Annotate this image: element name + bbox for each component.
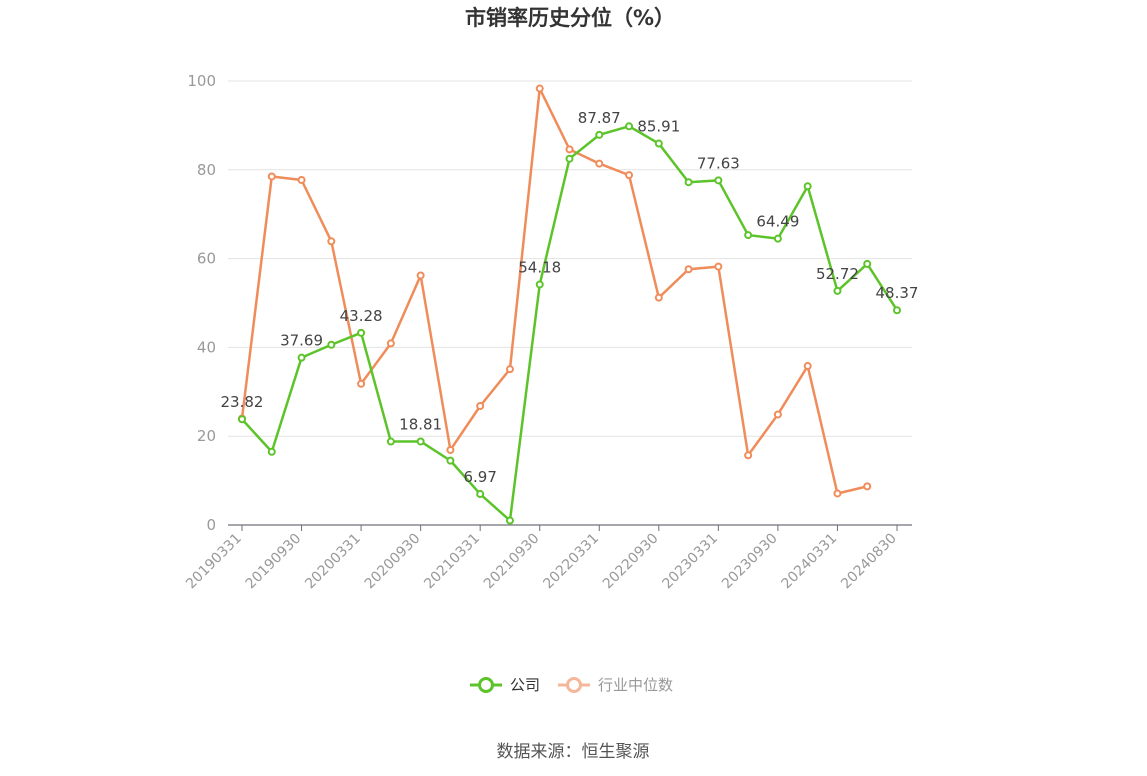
data-point-industry-median[interactable]: [476, 402, 485, 411]
data-point-company[interactable]: [267, 447, 276, 456]
data-point-industry-median[interactable]: [654, 293, 663, 302]
data-label: 23.82: [221, 393, 264, 411]
x-tick-label: 20240830: [838, 531, 900, 593]
x-tick-label: 20220930: [600, 531, 662, 593]
data-point-company[interactable]: [416, 437, 425, 446]
y-tick-label: 0: [206, 516, 216, 534]
data-point-company[interactable]: [357, 328, 366, 337]
data-point-company[interactable]: [565, 154, 574, 163]
data-point-industry-median[interactable]: [565, 145, 574, 154]
data-label: 18.81: [399, 415, 442, 433]
x-axis: 2019033120190930202003312020093020210331…: [183, 524, 912, 593]
data-point-industry-median[interactable]: [803, 362, 812, 371]
y-tick-label: 80: [197, 161, 216, 179]
x-tick-label: 20200331: [302, 531, 364, 593]
x-tick-label: 20190331: [183, 531, 245, 593]
data-point-company[interactable]: [238, 415, 246, 424]
source-text: 数据来源：恒生聚源: [497, 742, 650, 762]
legend-item-company[interactable]: 公司: [470, 676, 540, 694]
data-label: 85.91: [637, 118, 680, 136]
x-tick-label: 20210331: [421, 531, 483, 593]
x-tick-label: 20200930: [362, 531, 424, 593]
data-point-company[interactable]: [446, 456, 455, 465]
data-labels: 23.82 37.69 43.28 18.81 6.97 54.18 87.87 85.91 7…: [221, 109, 919, 486]
chart-title: 市销率历史分位（%）: [465, 6, 675, 30]
data-point-industry-median[interactable]: [386, 339, 395, 348]
legend-marker-company: [478, 677, 494, 693]
x-tick-label: 20210930: [481, 531, 543, 593]
data-label: 43.28: [340, 307, 383, 325]
data-point-industry-median[interactable]: [297, 176, 306, 185]
data-label: 54.18: [518, 258, 561, 276]
data-point-company[interactable]: [744, 231, 753, 240]
data-point-industry-median[interactable]: [505, 365, 514, 374]
data-point-industry-median[interactable]: [416, 271, 425, 280]
data-point-industry-median[interactable]: [863, 482, 872, 491]
data-label: 48.37: [876, 284, 919, 302]
legend[interactable]: 公司 行业中位数: [470, 676, 673, 694]
data-point-company[interactable]: [714, 176, 723, 185]
x-tick-label: 20190930: [243, 531, 305, 593]
y-tick-label: 40: [197, 338, 216, 356]
y-tick-label: 100: [187, 72, 216, 90]
x-tick-label: 20240331: [779, 531, 841, 593]
data-point-company[interactable]: [386, 437, 395, 446]
data-point-industry-median[interactable]: [267, 172, 276, 181]
data-point-company[interactable]: [803, 182, 812, 191]
data-point-industry-median[interactable]: [327, 237, 336, 246]
data-point-company[interactable]: [327, 340, 336, 349]
y-tick-label: 60: [197, 250, 216, 268]
data-point-industry-median[interactable]: [625, 171, 634, 180]
x-tick-label: 20220331: [540, 531, 602, 593]
data-point-company[interactable]: [773, 234, 782, 243]
data-point-industry-median[interactable]: [357, 379, 366, 388]
data-label: 64.49: [756, 213, 799, 231]
data-point-company[interactable]: [833, 286, 842, 295]
data-label: 6.97: [463, 468, 496, 486]
data-point-company[interactable]: [595, 130, 604, 139]
data-point-industry-median[interactable]: [535, 84, 544, 93]
data-label: 52.72: [816, 265, 859, 283]
data-label: 37.69: [280, 332, 323, 350]
series-points: [238, 84, 901, 525]
data-point-industry-median[interactable]: [684, 265, 693, 274]
legend-label-company: 公司: [510, 676, 540, 694]
data-point-company[interactable]: [625, 122, 634, 131]
data-point-company[interactable]: [505, 516, 514, 525]
data-point-industry-median[interactable]: [595, 159, 604, 168]
data-point-company[interactable]: [297, 353, 306, 362]
data-point-company[interactable]: [893, 306, 901, 315]
data-point-company[interactable]: [684, 178, 693, 187]
legend-label-industry-median: 行业中位数: [598, 676, 673, 694]
grid: [228, 80, 912, 437]
data-point-industry-median[interactable]: [833, 489, 842, 498]
data-point-industry-median[interactable]: [446, 445, 455, 454]
data-point-industry-median[interactable]: [714, 262, 723, 271]
y-tick-label: 20: [197, 427, 216, 445]
y-axis: 0 20 40 60 80 100: [187, 72, 216, 534]
legend-item-industry-median[interactable]: 行业中位数: [558, 676, 673, 694]
data-label: 87.87: [578, 109, 621, 127]
x-tick-label: 20230331: [659, 531, 721, 593]
x-tick-label: 20230930: [719, 531, 781, 593]
data-point-company[interactable]: [535, 280, 544, 289]
data-label: 77.63: [697, 154, 740, 172]
data-point-industry-median[interactable]: [744, 451, 753, 460]
series-line-industry-median: [240, 87, 868, 495]
data-point-company[interactable]: [863, 259, 872, 268]
data-point-company[interactable]: [654, 139, 663, 148]
legend-marker-industry-median: [566, 677, 582, 693]
data-point-company[interactable]: [476, 490, 485, 499]
data-point-industry-median[interactable]: [773, 410, 782, 419]
